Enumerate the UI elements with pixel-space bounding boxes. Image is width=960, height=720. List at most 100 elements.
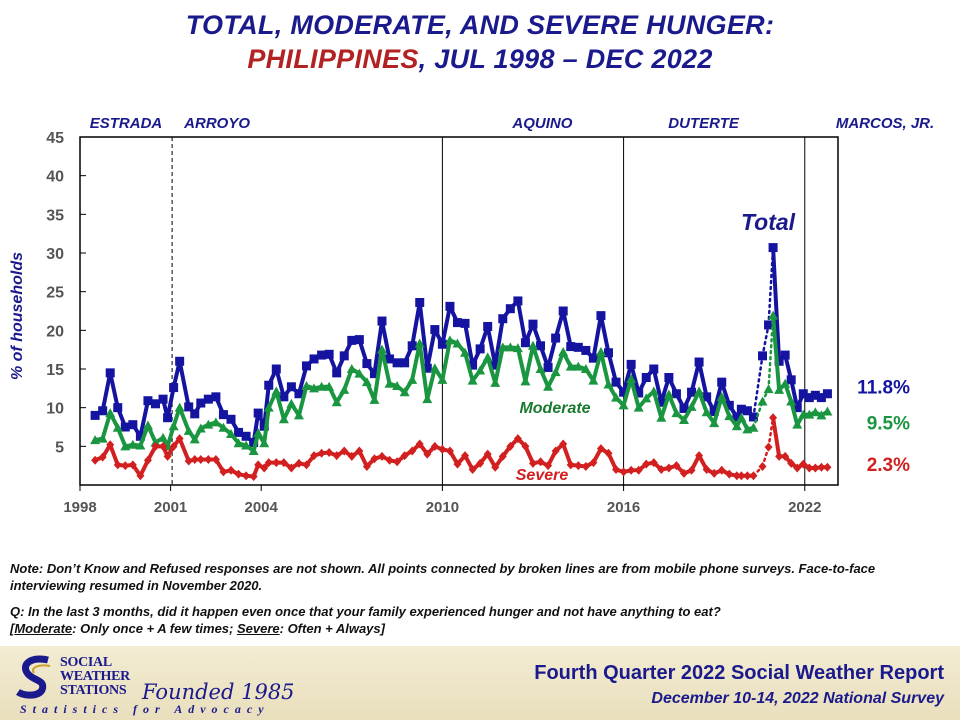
total-series-segment bbox=[546, 336, 558, 370]
total-point bbox=[105, 368, 115, 378]
severe-point bbox=[498, 451, 507, 461]
severe-point bbox=[468, 465, 477, 475]
total-point bbox=[279, 392, 289, 402]
moderate-point bbox=[189, 434, 200, 444]
moderate-series-segment bbox=[629, 377, 641, 410]
total-point bbox=[339, 351, 349, 361]
moderate-point bbox=[686, 401, 697, 411]
severe-point bbox=[574, 461, 583, 471]
severe-point bbox=[143, 455, 152, 465]
total-point bbox=[626, 359, 636, 369]
total-point bbox=[286, 382, 296, 392]
total-point bbox=[780, 350, 790, 360]
severe-point bbox=[204, 454, 213, 464]
total-series-segment bbox=[485, 324, 498, 368]
severe-point bbox=[377, 451, 386, 461]
report-subtitle: December 10-14, 2022 National Survey bbox=[651, 690, 944, 707]
total-point bbox=[804, 393, 814, 403]
severe-point bbox=[725, 469, 734, 479]
moderate-point bbox=[774, 384, 785, 394]
moderate-point bbox=[195, 423, 206, 433]
severe-point bbox=[536, 457, 545, 467]
moderate-point bbox=[105, 408, 116, 418]
severe-series-segment bbox=[177, 436, 191, 464]
total-point bbox=[649, 364, 659, 374]
moderate-series-segment bbox=[752, 400, 764, 430]
severe-point bbox=[649, 458, 658, 468]
total-point bbox=[385, 354, 395, 364]
severe-point bbox=[717, 465, 726, 475]
total-point bbox=[742, 406, 752, 416]
total-series-segment bbox=[425, 327, 437, 371]
moderate-point bbox=[183, 425, 194, 435]
severe-point bbox=[805, 463, 814, 473]
severe-point bbox=[461, 451, 470, 461]
severe-point bbox=[559, 439, 568, 449]
total-point bbox=[445, 301, 455, 311]
moderate-series-segment bbox=[712, 394, 724, 426]
total-series-segment bbox=[767, 246, 775, 327]
severe-point bbox=[764, 442, 773, 452]
chart-note: Note: Don’t Know and Refused responses a… bbox=[10, 561, 876, 593]
severe-point bbox=[513, 434, 522, 444]
moderate-point bbox=[505, 342, 516, 352]
moderate-point bbox=[671, 408, 682, 418]
total-point bbox=[158, 394, 168, 404]
total-point bbox=[271, 364, 281, 374]
total-series-segment bbox=[515, 298, 528, 345]
total-point bbox=[196, 398, 206, 408]
moderate-point bbox=[263, 402, 274, 412]
moderate-point bbox=[716, 391, 727, 401]
total-point bbox=[369, 369, 379, 379]
severe-point bbox=[612, 465, 621, 475]
total-end-value: 11.8% bbox=[857, 378, 910, 399]
moderate-point bbox=[346, 364, 357, 373]
severe-point bbox=[823, 462, 832, 472]
severe-point bbox=[775, 451, 784, 461]
total-point bbox=[169, 383, 179, 393]
severe-point bbox=[769, 413, 778, 423]
moderate-point bbox=[656, 412, 667, 422]
moderate-point bbox=[376, 344, 387, 354]
severe-point bbox=[634, 465, 643, 475]
moderate-point bbox=[253, 428, 264, 438]
moderate-point bbox=[444, 335, 455, 345]
moderate-series-segment bbox=[523, 343, 535, 384]
total-point bbox=[301, 361, 311, 371]
footer-banner: SOCIAL WEATHER STATIONS Founded 1985 Sta… bbox=[0, 646, 960, 720]
total-point bbox=[294, 389, 304, 399]
moderate-point bbox=[168, 421, 179, 431]
severe-point bbox=[106, 440, 115, 450]
administration-label: ARROYO bbox=[183, 115, 250, 132]
total-series-segment bbox=[165, 385, 176, 420]
total-point bbox=[317, 350, 327, 360]
severe-point bbox=[242, 471, 251, 481]
severe-point bbox=[294, 458, 303, 468]
moderate-point bbox=[709, 418, 720, 428]
def-moderate-term: Moderate bbox=[14, 621, 73, 636]
severe-point bbox=[163, 451, 172, 461]
total-point bbox=[98, 406, 108, 416]
severe-point bbox=[679, 468, 688, 478]
severe-point bbox=[619, 467, 628, 477]
severe-point bbox=[695, 451, 704, 461]
severe-point bbox=[400, 451, 409, 461]
moderate-point bbox=[763, 384, 774, 394]
severe-point bbox=[521, 441, 530, 451]
total-point bbox=[226, 414, 236, 424]
moderate-point bbox=[694, 386, 705, 396]
total-series-segment bbox=[379, 319, 392, 361]
y-tick-label: 45 bbox=[46, 130, 64, 147]
total-point bbox=[437, 339, 447, 349]
moderate-series-segment bbox=[485, 355, 498, 385]
severe-point bbox=[169, 441, 178, 451]
total-point bbox=[460, 318, 470, 328]
severe-point bbox=[453, 459, 462, 469]
severe-point bbox=[264, 458, 273, 468]
severe-point bbox=[596, 444, 605, 454]
moderate-point bbox=[467, 375, 478, 385]
moderate-point bbox=[218, 422, 229, 432]
total-point bbox=[748, 412, 758, 422]
total-point bbox=[768, 243, 778, 253]
moderate-point bbox=[460, 347, 471, 357]
